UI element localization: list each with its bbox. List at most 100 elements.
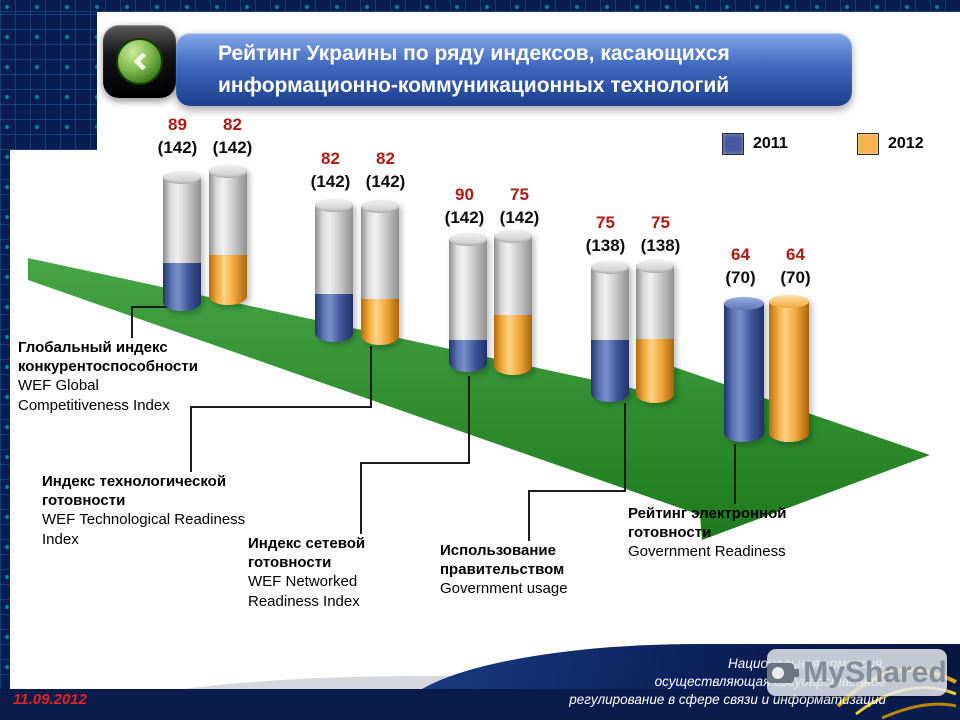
rank-value: 82 [376,149,395,168]
rank-total: (142) [310,171,351,191]
rank-label: 89 (142) [150,114,205,160]
index-name-ru: Индекс технологической готовности [42,473,227,510]
rank-value: 64 [786,245,805,264]
index-name-en: WEF Global Competitiveness Index [18,377,170,414]
back-arrow-icon [133,52,152,71]
connector-line [624,403,626,492]
index-name-ru: Рейтинг электронной готовности [628,505,787,542]
title-line-1: Рейтинг Украины по ряду индексов, касающ… [218,42,730,65]
cylinder-cap [361,200,399,213]
index-label: Индекс технологической готовности WEF Tec… [42,472,277,549]
rank-label: 64 (70) [768,244,823,290]
rank-value: 90 [455,185,474,204]
bar-value [636,338,674,403]
index-label: Индекс сетевой готовности WEF Networked R… [248,534,410,611]
bar-value [209,255,247,305]
index-label: Использование правительством Government u… [440,541,612,599]
index-name-ru: Использование правительством [440,542,565,579]
rank-value: 82 [223,115,242,134]
bar-value [315,294,353,342]
cylinder-cap [315,199,353,212]
rank-value: 64 [731,245,750,264]
watermark-text: MyShared [803,655,947,689]
rank-label: 75 (138) [578,212,633,258]
rank-total: (70) [780,267,811,287]
cylinder-cap [163,171,201,184]
rank-total: (138) [585,235,626,255]
slide-date: 11.09.2012 [13,691,87,708]
bar-value [591,339,629,402]
rank-total: (142) [365,171,406,191]
bar-2011-group2 [315,199,353,342]
cylinder-cap [636,260,674,273]
connector-line [190,406,371,408]
bar-remainder [209,171,247,256]
connector-line [131,306,176,308]
bar-value [361,299,399,345]
rank-label: 82 (142) [303,148,358,194]
cylinder-cap [494,230,532,243]
connector-line [360,462,362,534]
slide-title: Рейтинг Украины по ряду индексов, касающ… [176,33,852,106]
bar-value [494,315,532,375]
bar-remainder [449,239,487,341]
rank-total: (138) [640,235,681,255]
rank-value: 82 [321,149,340,168]
legend-item-2012: 2012 [857,133,924,155]
rank-value: 89 [168,115,187,134]
back-button-orb [116,38,163,85]
rank-label: 64 (70) [713,244,768,290]
index-label: Глобальный индекс конкурентоспособности W… [18,338,198,415]
cylinder-cap [209,165,247,178]
rank-label: 75 (142) [492,184,547,230]
rank-total: (70) [725,267,756,287]
legend-label-2011: 2011 [753,135,788,152]
bar-2011-group3 [449,233,487,372]
bar-remainder [315,205,353,295]
rank-total: (142) [499,207,540,227]
top-border-strip [0,0,960,12]
back-button[interactable] [103,25,176,98]
connector-line [528,490,530,541]
cylinder-cap [724,297,764,310]
rank-label: 82 (142) [205,114,260,160]
index-name-ru: Глобальный индекс конкурентоспособности [18,339,198,376]
connector-line [131,306,133,338]
rank-label-pair: 82 (142) 82 (142) [303,148,413,194]
cylinder-cap [769,295,809,308]
index-name-ru: Индекс сетевой готовности [248,535,366,572]
connector-line [734,444,736,504]
cylinder-cap [591,261,629,274]
cylinder-cap [449,233,487,246]
bar-2012-group3 [494,230,532,375]
bar-2012-group4 [636,260,674,403]
rank-label: 75 (138) [633,212,688,258]
rank-label: 90 (142) [437,184,492,230]
bar-2011-group4 [591,261,629,402]
bar-2012-group5 [769,295,809,442]
rank-total: (142) [157,137,198,157]
left-border-strip [0,0,10,720]
rank-label-pair: 75 (138) 75 (138) [578,212,688,258]
legend-swatch-2011 [722,133,744,155]
bar-value [163,262,201,311]
bar-remainder [494,236,532,316]
index-name-en: WEF Technological Readiness Index [42,511,246,548]
bar-2011-group5 [724,297,764,442]
bar-2012-group1 [209,165,247,305]
rank-value: 75 [651,213,670,232]
bar-remainder [636,266,674,339]
myshared-watermark[interactable]: MyShared [767,649,947,696]
connector-line [190,406,192,472]
connector-line [360,462,469,464]
legend-item-2011: 2011 [722,133,788,155]
index-label: Рейтинг электронной готовности Government… [628,504,796,562]
index-name-en: Government usage [440,580,568,598]
bar-2011-group1 [163,171,201,311]
connector-line [370,346,372,408]
index-name-en: Government Readiness [628,543,786,561]
index-name-en: WEF Networked Readiness Index [248,573,360,610]
bar-2012-group2 [361,200,399,345]
